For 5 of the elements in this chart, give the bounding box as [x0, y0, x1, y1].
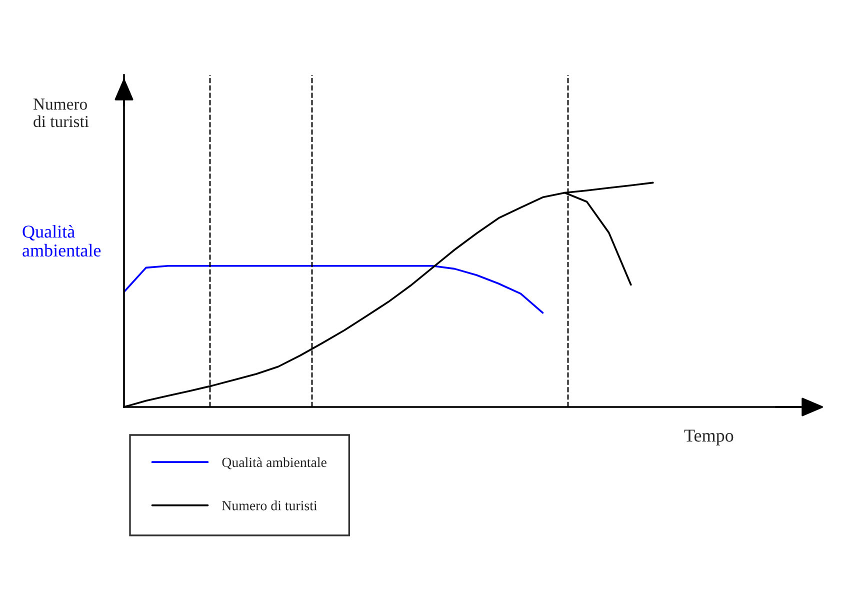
text: Qualità ambientale: [22, 224, 101, 257]
legend-label: Qualità ambientale: [222, 457, 326, 470]
legend-label: Numero di turisti: [222, 500, 318, 510]
x-axis-title: Tempo: [684, 430, 734, 446]
y-axis-title: Numero di turisti: [33, 98, 89, 128]
